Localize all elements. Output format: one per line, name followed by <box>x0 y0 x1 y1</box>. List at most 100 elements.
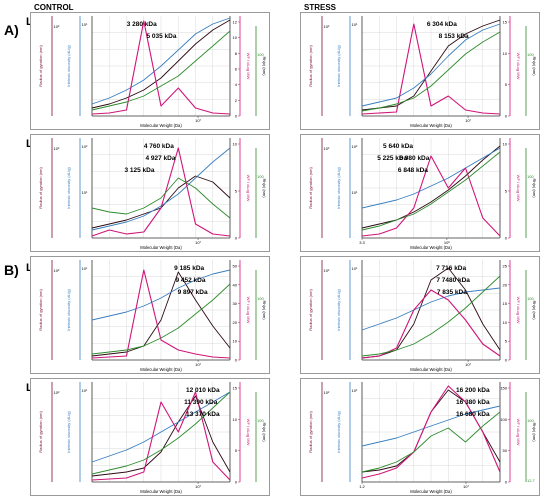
wf-tick-label: 10 <box>503 142 508 147</box>
annotation-label: 6 980 kDa <box>399 155 429 162</box>
iv-tick-label: 10¹ <box>352 266 358 271</box>
wf-tick-label: 10 <box>233 35 238 40</box>
series-rh-line <box>91 30 231 111</box>
annotation-label: 3 280 kDa <box>127 21 157 28</box>
x-axis-label: Molecular Weight (Da) <box>410 489 452 494</box>
wf-axis-label: WF / dLog MW <box>516 175 521 202</box>
panel-a-l438-control: Radius of gyration (nm) 10² Intrinsic visc… <box>30 12 270 130</box>
wf-tick-label: 15 <box>503 301 508 306</box>
wf-tick-label: 20 <box>503 282 508 287</box>
panel-b-l438-control: Radius of gyration (nm) 10² Intrinsic visc… <box>30 256 270 374</box>
iv-axis-label: Intrinsic viscosity (dL/g) <box>336 167 341 209</box>
wf-tick-label: 10 <box>503 320 508 325</box>
series-iv-line <box>361 23 501 107</box>
iv-axis-label: Intrinsic viscosity (dL/g) <box>66 411 71 453</box>
x-tick-label: 10⁶ <box>444 240 450 245</box>
rg-tick-label: 10² <box>54 24 60 29</box>
wf-tick-label: 15 <box>503 20 508 25</box>
iv-axis-label: Intrinsic viscosity (dL/g) <box>336 411 341 453</box>
series-iv-line <box>361 287 501 331</box>
rg-axis-label: Radius of gyration (nm) <box>308 167 313 209</box>
wf-axis-label: WF / dLog MW <box>246 175 251 202</box>
wf-tick-label: 10 <box>233 142 238 147</box>
series-iv-line <box>91 391 231 463</box>
wf-tick-label: 10 <box>503 51 508 56</box>
wf-axis-label: WF / dLog MW <box>246 419 251 446</box>
rh-tick-label: 100 <box>527 418 534 423</box>
wf-tick-label: 12 <box>233 20 238 25</box>
annotation-label: 5 035 kDa <box>146 33 176 40</box>
stress-header: STRESS <box>304 3 337 12</box>
panel-a-l438-stress: Radius of gyration (nm) 10² Intrinsic visc… <box>300 12 540 130</box>
series-wf-line <box>91 391 231 481</box>
rh-tick-label: 100 <box>257 418 264 423</box>
annotation-label: 16 680 kDa <box>456 411 490 418</box>
panel-b-l438-stress: Radius of gyration (nm) 10² Intrinsic visc… <box>300 256 540 374</box>
x-axis-label: Molecular Weight (Da) <box>140 245 182 250</box>
rh-tick-label: 100 <box>527 52 534 57</box>
wf-tick-label: 0 <box>505 358 508 363</box>
wf-tick-label: 5 <box>505 189 508 194</box>
annotation-label: 7 7480 kDa <box>436 277 470 284</box>
wf-tick-label: 5 <box>505 339 508 344</box>
iv-tick-label: 10¹ <box>352 190 358 195</box>
iv-tick-label: 10¹ <box>82 266 88 271</box>
iv-tick-label: 10¹ <box>82 22 88 27</box>
series-rg-line <box>361 19 501 111</box>
series-rg-line <box>91 271 231 357</box>
annotation-label: 6 848 kDa <box>398 167 428 174</box>
x-tick-label: 1.2 <box>359 484 365 489</box>
section-b-label: B) <box>4 262 19 278</box>
wf-axis-label: WF / dLog MW <box>516 297 521 324</box>
rg-tick-label: 10² <box>324 268 330 273</box>
iv-axis-label: Intrinsic viscosity (dL/g) <box>336 45 341 87</box>
rh-axis-label: Rh(v) (nm) <box>262 300 267 320</box>
iv-axis-label: Intrinsic viscosity (dL/g) <box>66 167 71 209</box>
annotation-label: 5 640 kDa <box>383 143 413 150</box>
series-iv-line <box>91 17 231 105</box>
series-rh-line <box>91 177 231 219</box>
series-wf-line <box>91 147 231 237</box>
annotation-label: 11 390 kDa <box>184 399 218 406</box>
rh-tick-label: 100 <box>257 296 264 301</box>
series-rg-line <box>91 395 231 477</box>
wf-tick-label: 0 <box>235 236 238 241</box>
wf-tick-label: 0 <box>235 480 238 485</box>
annotation-label: 9 452 kDa <box>175 277 205 284</box>
iv-tick-label: 10¹ <box>352 388 358 393</box>
x-axis-label: Molecular Weight (Da) <box>410 123 452 128</box>
wf-tick-label: 100 <box>500 417 507 422</box>
iv-axis-label: Intrinsic viscosity (dL/g) <box>66 289 71 331</box>
wf-tick-label: 30 <box>233 301 238 306</box>
x-tick-label: 10⁷ <box>465 118 471 123</box>
series-rh-line <box>361 151 501 231</box>
series-rh-line <box>361 411 501 473</box>
rg-tick-label: 10² <box>54 268 60 273</box>
rh-tick-label: 100 <box>257 174 264 179</box>
wf-tick-label: 0 <box>505 236 508 241</box>
rh-axis-label: Rh(v) (nm) <box>262 56 267 76</box>
wf-tick-label: 0 <box>505 480 508 485</box>
x-tick-label: 10⁷ <box>195 484 201 489</box>
series-wf-line <box>361 155 501 237</box>
x-tick-label: 10⁷ <box>463 484 469 489</box>
x-tick-label: 3.3 <box>359 240 365 245</box>
iv-tick-label: 10² <box>82 144 88 149</box>
rg-axis-label: Radius of gyration (nm) <box>308 411 313 453</box>
rg-axis-label: Radius of gyration (nm) <box>38 289 43 331</box>
wf-tick-label: 50 <box>233 264 238 269</box>
wf-tick-label: 0 <box>235 114 238 119</box>
annotation-label: 16 200 kDa <box>456 387 490 394</box>
wf-tick-label: 5 <box>235 189 238 194</box>
wf-tick-label: 20 <box>233 320 238 325</box>
series-rh-line <box>91 283 231 355</box>
series-wf-line <box>91 269 231 359</box>
x-tick-label: 10⁷ <box>195 240 201 245</box>
panel-b-l198-stress: Radius of gyration (nm) 10² Intrinsic visc… <box>300 378 540 496</box>
annotation-label: 8 153 kDa <box>439 33 469 40</box>
rh-tick-label: 100 <box>527 174 534 179</box>
x-axis-label: Molecular Weight (Da) <box>410 245 452 250</box>
wf-tick-label: 10 <box>233 417 238 422</box>
rh-tick-label: 12.7 <box>527 478 536 483</box>
wf-tick-label: 4 <box>235 82 238 87</box>
